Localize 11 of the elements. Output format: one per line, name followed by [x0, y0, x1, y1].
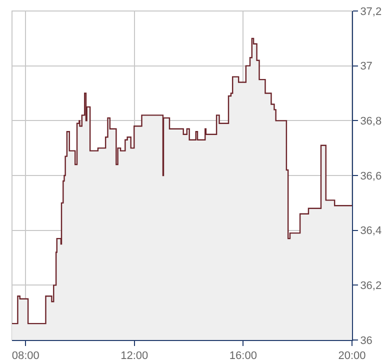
x-tick-label: 08:00 [12, 350, 40, 362]
x-tick-label: 12:00 [120, 350, 148, 362]
y-tick-label: 37 [360, 60, 372, 73]
y-tick-label: 36,6 [360, 170, 382, 182]
y-tick-label: 36 [360, 334, 372, 347]
x-tick-label: 20:00 [338, 350, 366, 362]
x-tick-label: 16:00 [229, 350, 257, 362]
y-tick-label: 36,4 [360, 225, 382, 238]
y-tick-label: 36,8 [360, 116, 382, 128]
y-tick-label: 37,2 [360, 6, 382, 18]
y-tick-label: 36,2 [360, 280, 382, 292]
